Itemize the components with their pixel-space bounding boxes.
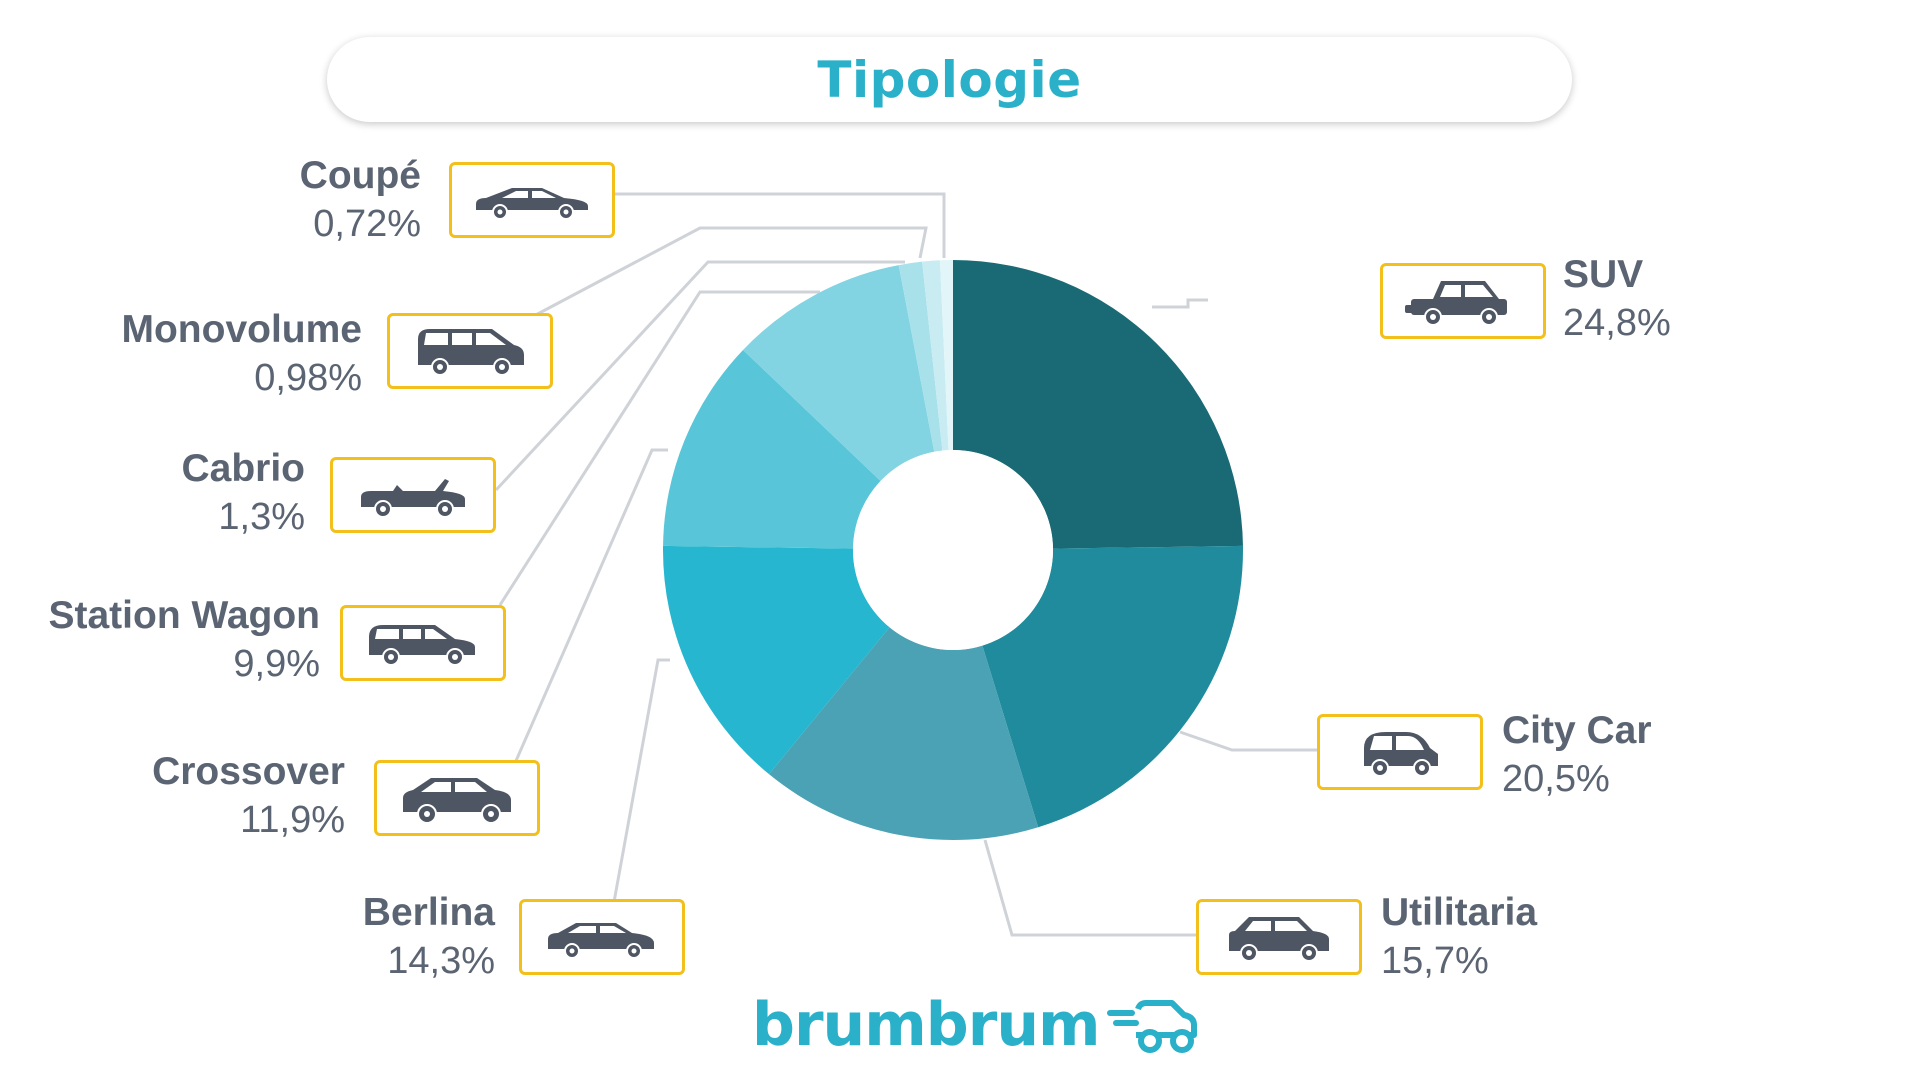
icon-box-city-car bbox=[1317, 714, 1483, 790]
label-value: 0,72% bbox=[313, 203, 421, 245]
label-value: 20,5% bbox=[1502, 758, 1610, 800]
utilitaria-icon bbox=[1229, 917, 1329, 962]
coupe-icon bbox=[476, 188, 588, 220]
label-value: 0,98% bbox=[254, 357, 362, 399]
label-name: Crossover bbox=[152, 750, 345, 793]
slice-cabrio bbox=[898, 261, 943, 452]
slice-crossover bbox=[663, 349, 881, 549]
leader-line bbox=[615, 192, 946, 258]
slice-coup bbox=[939, 260, 953, 451]
label-name: City Car bbox=[1502, 709, 1652, 752]
leader-line bbox=[529, 226, 928, 320]
label-berlina: Berlina 14,3% bbox=[115, 890, 495, 986]
slice-berlina bbox=[663, 545, 890, 775]
label-cabrio: Cabrio 1,3% bbox=[0, 446, 305, 542]
brand-logo: brumbrum bbox=[752, 985, 1202, 1065]
slice-city-car bbox=[982, 545, 1243, 828]
brand-name: brumbrum bbox=[752, 990, 1101, 1060]
label-name: Utilitaria bbox=[1381, 891, 1538, 934]
label-name: Monovolume bbox=[121, 308, 363, 351]
label-name: Berlina bbox=[362, 891, 495, 934]
leader-line bbox=[1179, 730, 1317, 752]
crossover-icon bbox=[403, 778, 511, 824]
label-station-wagon: Station Wagon 9,9% bbox=[0, 593, 320, 689]
slice-monovolume bbox=[922, 260, 949, 451]
label-name: Cabrio bbox=[181, 447, 305, 490]
label-name: Coupé bbox=[299, 154, 421, 197]
label-value: 1,3% bbox=[218, 496, 305, 538]
slice-station-wagon bbox=[743, 265, 935, 482]
icon-box-crossover bbox=[374, 760, 540, 836]
leader-lines bbox=[494, 192, 1317, 937]
cabrio-icon bbox=[361, 479, 465, 518]
label-monovolume: Monovolume 0,98% bbox=[0, 307, 363, 403]
suv-icon bbox=[1405, 281, 1507, 326]
label-name: Station Wagon bbox=[48, 594, 320, 637]
city-car-icon bbox=[1364, 732, 1438, 777]
leader-line bbox=[498, 290, 820, 606]
icon-box-utilitaria bbox=[1196, 899, 1362, 975]
icon-box-monovolume bbox=[387, 313, 553, 389]
leader-line bbox=[494, 260, 905, 492]
berlina-icon bbox=[548, 923, 654, 959]
label-utilitaria: Utilitaria 15,7% bbox=[1381, 890, 1761, 986]
slice-utilitaria bbox=[769, 627, 1039, 840]
icon-box-station-wagon bbox=[340, 605, 506, 681]
label-value: 14,3% bbox=[387, 940, 495, 982]
label-value: 24,8% bbox=[1563, 302, 1671, 344]
label-value: 11,9% bbox=[240, 799, 345, 841]
leader-line bbox=[510, 448, 668, 771]
label-crossover: Crossover 11,9% bbox=[0, 749, 345, 845]
monovolume-icon bbox=[418, 329, 524, 376]
icon-box-suv bbox=[1380, 263, 1546, 339]
label-name: SUV bbox=[1563, 253, 1644, 296]
label-city-car: City Car 20,5% bbox=[1502, 708, 1882, 804]
label-value: 15,7% bbox=[1381, 940, 1489, 982]
icon-box-berlina bbox=[519, 899, 685, 975]
leader-line bbox=[1152, 298, 1208, 309]
title-banner: Tipologie bbox=[327, 37, 1572, 122]
label-coupe: Coupé 0,72% bbox=[41, 153, 421, 249]
slice-suv bbox=[953, 260, 1243, 549]
donut-slices bbox=[663, 260, 1243, 840]
icon-box-coupe bbox=[449, 162, 615, 238]
donut-hole bbox=[853, 450, 1053, 650]
chart-title: Tipologie bbox=[817, 50, 1082, 109]
label-value: 9,9% bbox=[233, 643, 320, 685]
car-speed-icon bbox=[1106, 1000, 1197, 1053]
leader-line bbox=[983, 839, 1196, 937]
station-wagon-icon bbox=[369, 625, 475, 666]
icon-box-cabrio bbox=[330, 457, 496, 533]
label-suv: SUV 24,8% bbox=[1563, 252, 1920, 348]
